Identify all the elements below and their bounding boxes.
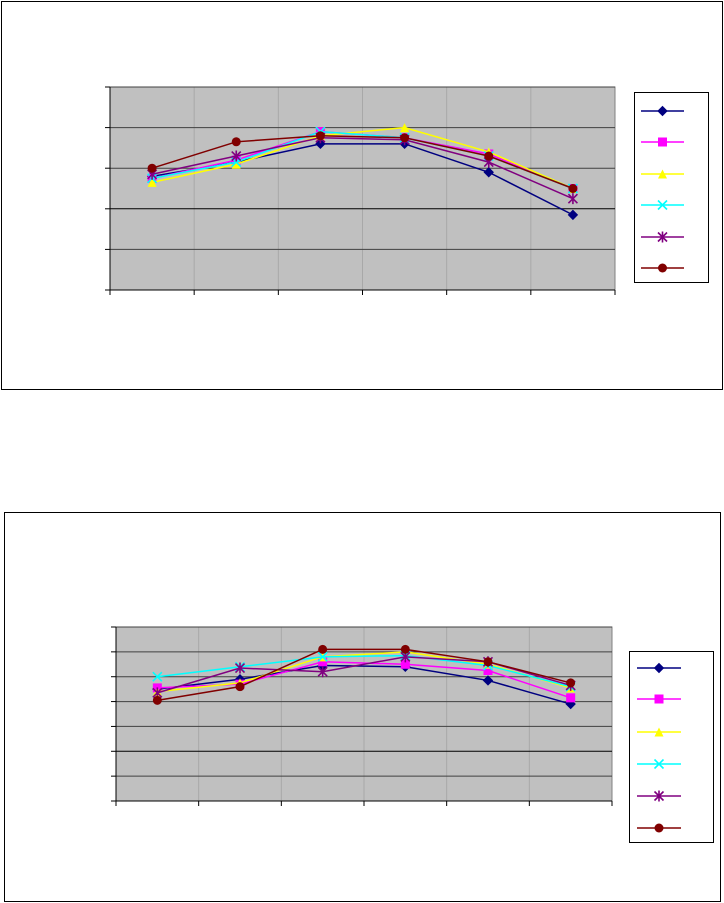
marker: [231, 150, 242, 162]
marker: [235, 682, 245, 692]
marker: [400, 123, 410, 133]
marker: [483, 657, 493, 667]
marker: [568, 184, 578, 193]
marker: [483, 666, 493, 675]
marker: [152, 671, 163, 682]
marker: [231, 159, 241, 169]
marker: [400, 133, 410, 143]
marker: [657, 231, 668, 243]
marker: [318, 644, 328, 654]
marker: [315, 131, 325, 141]
marker: [317, 651, 328, 662]
series-line: [157, 654, 571, 688]
marker: [566, 678, 576, 688]
marker: [318, 657, 328, 667]
legend-box: [634, 92, 709, 283]
marker: [400, 659, 410, 669]
marker: [653, 758, 665, 770]
series-line: [151, 136, 574, 200]
marker: [653, 662, 665, 674]
marker: [483, 167, 494, 178]
marker: [234, 662, 246, 674]
marker: [231, 137, 241, 147]
marker: [315, 138, 326, 150]
marker: [657, 199, 668, 211]
series-line: [151, 134, 574, 190]
series-line: [157, 651, 571, 693]
marker: [654, 823, 664, 833]
marker: [658, 263, 667, 273]
marker: [658, 169, 667, 179]
marker: [482, 675, 494, 686]
series-line: [151, 126, 574, 190]
marker: [152, 695, 162, 705]
marker: [566, 693, 576, 703]
marker: [484, 151, 494, 161]
marker: [147, 163, 157, 173]
series-line: [157, 648, 571, 702]
marker: [654, 727, 664, 737]
marker: [317, 666, 328, 678]
marker: [658, 137, 667, 147]
marker: [567, 193, 578, 205]
marker: [657, 105, 668, 117]
marker: [654, 694, 664, 704]
marker: [147, 177, 157, 187]
marker: [400, 644, 410, 654]
marker: [653, 790, 665, 802]
marker: [567, 209, 579, 221]
legend-box: [629, 651, 714, 843]
series-line: [157, 664, 571, 705]
